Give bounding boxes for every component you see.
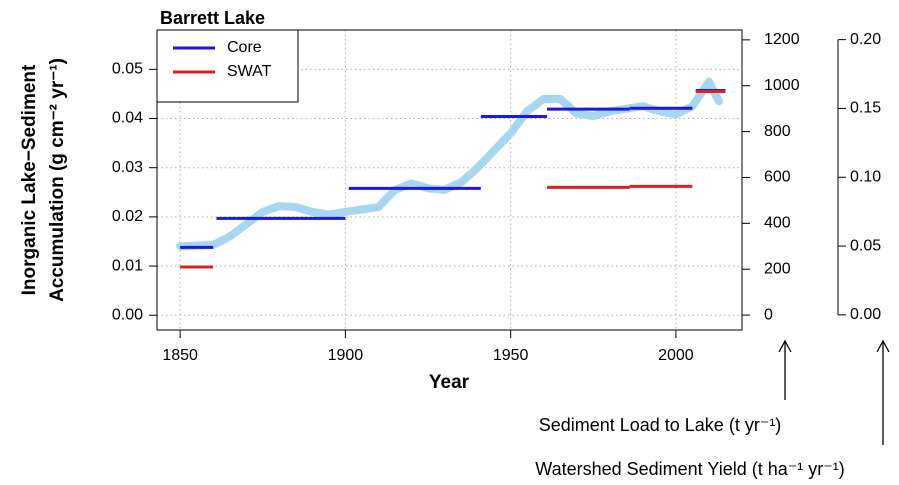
y2-tick-label: 1000	[764, 77, 800, 94]
arrows	[778, 339, 890, 445]
y-axis-label: Accumulation (g cm⁻² yr⁻¹)	[47, 58, 68, 302]
x-tick-label: 1950	[493, 347, 529, 364]
y-tick-label: 0.00	[112, 306, 143, 323]
y3-tick-label: 0.10	[850, 168, 881, 185]
x-tick-label: 1900	[328, 347, 364, 364]
y-tick-label: 0.05	[112, 61, 143, 78]
y-tick-label: 0.02	[112, 208, 143, 225]
y2-tick-label: 400	[764, 215, 791, 232]
legend-box	[156, 29, 299, 103]
y3-axis-label: Watershed Sediment Yield (t ha⁻¹ yr⁻¹)	[535, 459, 844, 479]
x-tick-label: 1850	[162, 347, 198, 364]
y2-tick-label: 200	[764, 260, 791, 277]
y2-tick-label: 0	[764, 306, 773, 323]
legend-label: Core	[227, 39, 262, 56]
y2-axis-label: Sediment Load to Lake (t yr⁻¹)	[539, 415, 782, 435]
y-tick-label: 0.03	[112, 159, 143, 176]
y-axis-label: Inorganic Lake−Sediment	[19, 64, 40, 295]
y2-tick-label: 600	[764, 169, 791, 186]
arrow-head	[778, 339, 792, 353]
x-axis-label: Year	[429, 372, 470, 393]
y3-tick-label: 0.00	[850, 306, 881, 323]
y3-tick-label: 0.05	[850, 237, 881, 254]
y3-tick-label: 0.20	[850, 31, 881, 48]
y-tick-label: 0.01	[112, 257, 143, 274]
y3-tick-label: 0.15	[850, 100, 881, 117]
legend-label: SWAT	[227, 63, 272, 80]
chart-title: Barrett Lake	[160, 8, 265, 28]
arrow-head	[876, 339, 890, 353]
x-tick-label: 2000	[658, 347, 694, 364]
y2-tick-label: 800	[764, 123, 791, 140]
trend-line	[176, 77, 723, 251]
plot-frame	[156, 29, 743, 331]
y2-tick-label: 1200	[764, 31, 800, 48]
y-tick-label: 0.04	[112, 110, 143, 127]
